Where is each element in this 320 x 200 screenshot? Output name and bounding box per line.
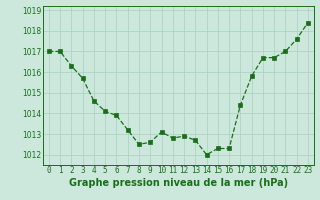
X-axis label: Graphe pression niveau de la mer (hPa): Graphe pression niveau de la mer (hPa) — [69, 178, 288, 188]
